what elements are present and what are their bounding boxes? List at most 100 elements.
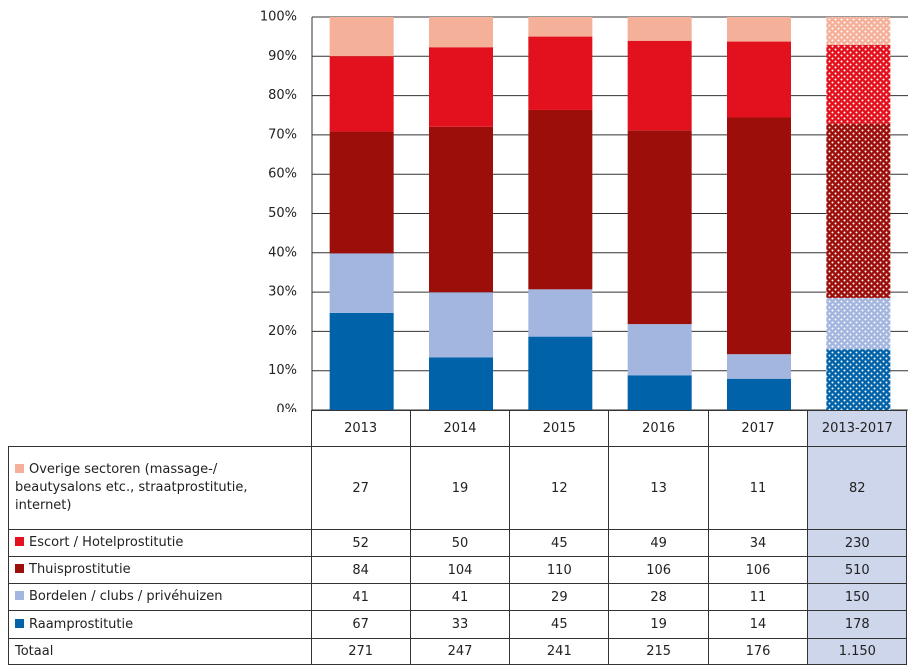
blank	[9, 411, 312, 447]
table-value: 11	[707, 446, 809, 530]
bar-segment	[429, 126, 493, 293]
y-tick-label: 60%	[268, 167, 297, 182]
table-value: 19	[608, 610, 709, 639]
y-tick-label: 10%	[268, 363, 297, 378]
total-value: 247	[409, 638, 511, 665]
table-value: 50	[409, 529, 511, 557]
bar-segment	[329, 253, 394, 313]
table-value: 14	[707, 610, 809, 639]
table-value: 106	[608, 556, 709, 584]
bar-segment	[429, 357, 493, 410]
table-value: 12	[509, 446, 610, 530]
column-header: 2017	[707, 410, 809, 447]
bar-segment	[528, 36, 593, 110]
legend-swatch	[15, 591, 24, 600]
table-value: 510	[807, 556, 908, 584]
table-value: 104	[409, 556, 511, 584]
table-value: 34	[707, 529, 809, 557]
legend-label: Raamprostitutie	[29, 616, 134, 632]
legend-entry: Thuisprostitutie	[8, 556, 312, 584]
table-value: 41	[310, 583, 411, 611]
column-header: 2013	[310, 410, 411, 447]
bar-segment	[528, 109, 593, 290]
bar-segment	[528, 336, 593, 410]
table-value: 67	[310, 610, 411, 639]
data-table: 2013 2014 2015 2016 2017 2013-2017 Overige sec…	[8, 410, 908, 665]
column-header: 2014	[409, 410, 511, 447]
legend-entry: Raamprostitutie	[8, 610, 312, 639]
total-value: 215	[608, 638, 709, 665]
bar-segment	[627, 130, 692, 325]
legend-label: Thuisprostitutie	[29, 562, 131, 577]
bar-segment	[727, 354, 791, 379]
table-value: 19	[409, 446, 511, 530]
legend-swatch	[15, 618, 24, 628]
bar-segment	[329, 131, 394, 254]
bar-segment	[429, 47, 493, 127]
column-header: 2013-2017	[807, 410, 908, 447]
bar-segment	[627, 324, 692, 376]
legend-swatch	[15, 464, 24, 473]
legend-label: Bordelen / clubs / privéhuizen	[29, 589, 223, 604]
y-tick-label: 20%	[268, 324, 297, 339]
y-tick-label: 70%	[268, 127, 297, 142]
table-value: 27	[310, 446, 411, 530]
bar-segment	[627, 375, 692, 410]
column-header: 2015	[509, 410, 610, 447]
table-value: 49	[608, 529, 709, 557]
bar-segment	[528, 17, 593, 37]
bar-segment	[429, 292, 493, 358]
y-tick-label: 90%	[268, 49, 297, 64]
bar-segment	[727, 117, 791, 355]
legend-swatch	[15, 564, 24, 573]
table-value: 84	[310, 556, 411, 584]
legend-label: Overige sectoren (massage-/ beautysalons…	[15, 462, 248, 513]
bar-segment	[329, 17, 394, 57]
table-value: 41	[409, 583, 511, 611]
total-value: 271	[310, 638, 411, 665]
y-tick-label: 0%	[276, 403, 297, 413]
y-tick-label: 50%	[268, 206, 297, 221]
y-tick-label: 30%	[268, 285, 297, 300]
legend-entry: Overige sectoren (massage-/ beautysalons…	[8, 446, 312, 530]
bar-segment	[826, 45, 891, 124]
column-header: 2016	[608, 410, 709, 447]
total-label: Totaal	[8, 638, 312, 665]
bar-segment	[429, 17, 493, 48]
table-value: 106	[707, 556, 809, 584]
bar-segment	[727, 378, 791, 410]
bar-segment	[627, 40, 692, 131]
legend-swatch	[15, 537, 24, 546]
y-tick-label: 80%	[268, 88, 297, 103]
table-value: 150	[807, 583, 908, 611]
table-value: 13	[608, 446, 709, 530]
total-value: 241	[509, 638, 610, 665]
table-value: 82	[807, 446, 908, 530]
bar-segment	[826, 297, 891, 350]
bar-segment	[627, 17, 692, 41]
table-value: 45	[509, 529, 610, 557]
table-value: 45	[509, 610, 610, 639]
chart: 0% 10% 20% 30% 40% 50% 60% 70% 80% 90% 100%	[260, 10, 908, 413]
table-value: 178	[807, 610, 908, 639]
bar-segment	[528, 289, 593, 337]
table-value: 110	[509, 556, 610, 584]
table-value: 28	[608, 583, 709, 611]
table-value: 33	[409, 610, 511, 639]
legend-entry: Escort / Hotelprostitutie	[8, 529, 312, 557]
legend-label: Escort / Hotelprostitutie	[29, 535, 184, 550]
bar-segment	[329, 312, 394, 410]
table-value: 29	[509, 583, 610, 611]
y-tick-label: 100%	[260, 10, 297, 25]
total-value: 176	[707, 638, 809, 665]
table-value: 52	[310, 529, 411, 557]
bar-segment	[727, 17, 791, 42]
legend-entry: Bordelen / clubs / privéhuizen	[8, 583, 312, 611]
bar-segment	[329, 56, 394, 132]
bar-segment	[826, 17, 891, 46]
bar-segment	[727, 41, 791, 118]
table-value: 11	[707, 583, 809, 611]
total-value: 1.150	[807, 638, 908, 665]
table-value: 230	[807, 529, 908, 557]
